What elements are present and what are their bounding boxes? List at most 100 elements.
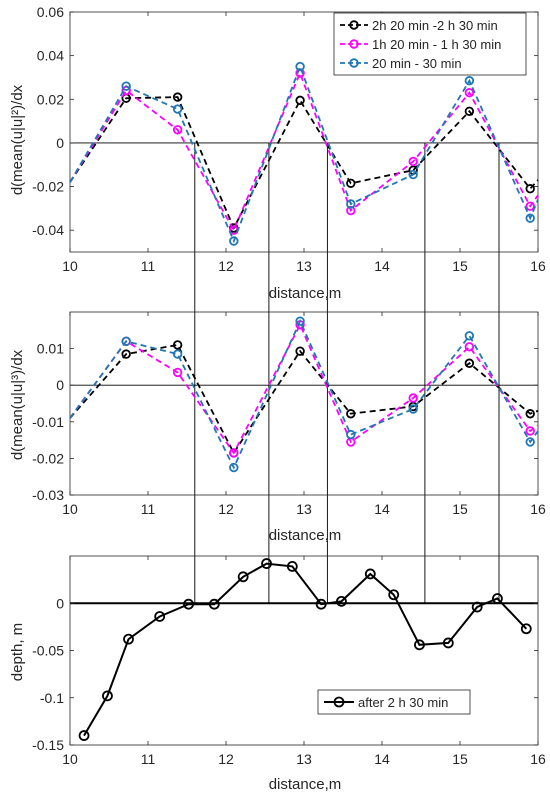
legend-marker: [349, 58, 359, 68]
data-point: [492, 593, 503, 604]
legend-top: 2h 20 min -2 h 30 min 1h 20 min - 1 h 30 …: [333, 12, 527, 76]
data-point: [315, 598, 327, 610]
data-point: [525, 426, 535, 436]
data-point: [295, 316, 305, 326]
y-tick-label: 0: [56, 135, 64, 151]
data-point: [154, 611, 166, 622]
data-point: [525, 437, 535, 447]
data-point: [295, 346, 305, 356]
y-tick-label: -0.01: [32, 414, 64, 430]
data-point: [388, 589, 400, 601]
data-point: [464, 106, 475, 116]
series-line: [69, 63, 539, 244]
data-point: [408, 169, 418, 180]
x-tick-label: 13: [296, 258, 312, 274]
panel-top-xlabel: distance,m: [269, 285, 342, 302]
data-point: [237, 571, 249, 583]
panel-bottom-ylabel: depth, m: [9, 623, 26, 681]
data-point: [408, 156, 418, 167]
data-point: [414, 639, 425, 651]
x-tick-label: 10: [62, 258, 78, 274]
legend-entry: 20 min - 30 min: [372, 56, 462, 71]
data-point: [123, 633, 134, 645]
data-point: [525, 213, 535, 223]
x-tick-label: 16: [530, 501, 546, 517]
data-point: [464, 342, 475, 352]
y-tick-label: 0.01: [37, 341, 64, 357]
data-point: [346, 429, 356, 440]
y-tick-label: 0.06: [37, 4, 64, 20]
data-point: [121, 349, 131, 359]
y-tick-label: -0.15: [32, 737, 64, 753]
series-line: [69, 318, 539, 470]
legend-entry: after 2 h 30 min: [358, 695, 448, 710]
plot-frame: [69, 555, 539, 746]
data-point: [172, 125, 183, 135]
x-tick-label: 14: [374, 751, 390, 767]
data-point: [295, 68, 305, 78]
x-tick-label: 12: [218, 501, 234, 517]
data-point: [464, 88, 475, 98]
y-tick-label: -0.04: [32, 222, 64, 238]
connector-lines: [194, 142, 500, 604]
series-line: [69, 70, 539, 233]
legend-entry: 2h 20 min -2 h 30 min: [372, 18, 498, 33]
panel-middle-xlabel: distance,m: [269, 527, 342, 544]
legend-marker: [333, 696, 345, 708]
data-point: [525, 409, 535, 419]
panel-middle: distance,m d(mean(u|u|³)/dx 10 11 12 13 14 15…: [9, 311, 546, 544]
panel-top: distance,m d(mean(u|u|²)/dx 10 11 12 13 14 15…: [9, 4, 546, 302]
x-tick-label: 14: [374, 501, 390, 517]
x-tick-label: 16: [530, 751, 546, 767]
series-line: [69, 343, 539, 455]
series-line: [69, 322, 539, 455]
data-point: [229, 448, 239, 458]
data-point: [336, 595, 347, 607]
data-point: [408, 393, 418, 403]
y-tick-label: 0.04: [37, 48, 64, 64]
data-point: [464, 76, 475, 86]
legend-bottom: after 2 h 30 min: [317, 689, 471, 715]
data-point: [346, 199, 356, 209]
data-point: [346, 409, 356, 419]
data-point: [121, 81, 131, 91]
x-tick-label: 11: [141, 751, 156, 767]
data-point: [464, 331, 475, 341]
data-point: [183, 598, 194, 610]
x-tick-label: 12: [218, 751, 234, 767]
x-tick-label: 12: [218, 258, 234, 274]
data-point: [172, 349, 183, 359]
y-tick-label: 0: [56, 595, 64, 611]
panel-top-ylabel: d(mean(u|u|²)/dx: [9, 84, 26, 195]
y-tick-label: -0.02: [32, 450, 64, 466]
data-point: [172, 104, 183, 114]
data-point: [229, 462, 239, 473]
data-point: [525, 184, 535, 194]
data-point: [408, 404, 418, 414]
data-point: [102, 690, 113, 702]
x-tick-label: 11: [141, 258, 156, 274]
data-point: [172, 340, 183, 350]
x-tick-label: 13: [296, 501, 312, 517]
legend-entry: 1h 20 min - 1 h 30 min: [372, 37, 501, 52]
panel-middle-ylabel: d(mean(u|u|³)/dx: [9, 349, 26, 460]
data-point: [520, 623, 532, 635]
data-point: [471, 601, 483, 613]
y-tick-label: 0: [56, 377, 64, 393]
x-tick-label: 11: [141, 501, 156, 517]
data-point: [346, 178, 356, 188]
y-tick-label: -0.05: [32, 643, 64, 659]
data-point: [172, 92, 183, 102]
series-line: [69, 96, 539, 231]
x-tick-label: 10: [62, 751, 78, 767]
data-point: [525, 201, 535, 211]
legend-marker: [349, 39, 359, 49]
data-point: [121, 336, 131, 346]
y-tick-label: -0.03: [32, 487, 64, 503]
x-tick-label: 15: [452, 751, 468, 767]
x-tick-label: 15: [452, 258, 468, 274]
panel-bottom: distance,m depth, m 10 11 12 13 14 15 16 -0.15 -…: [9, 555, 546, 793]
data-point: [364, 568, 376, 580]
data-point: [208, 598, 220, 610]
